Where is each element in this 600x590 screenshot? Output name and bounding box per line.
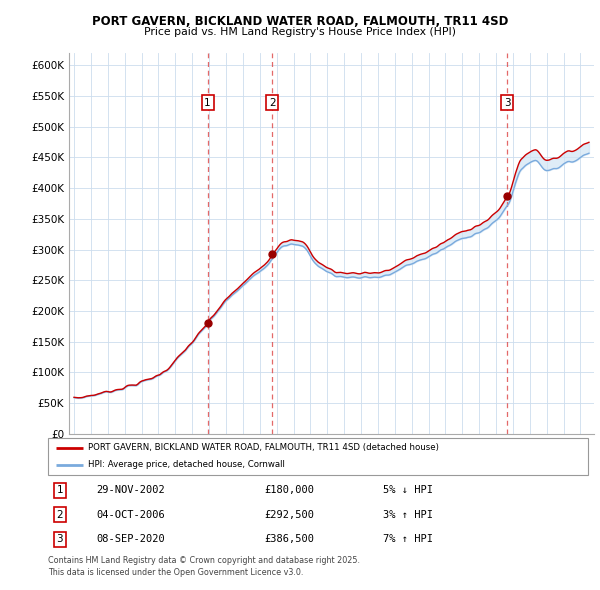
Text: 2: 2: [269, 97, 276, 107]
Text: 1: 1: [204, 97, 211, 107]
Text: £180,000: £180,000: [264, 485, 314, 495]
Text: 2: 2: [56, 510, 63, 520]
Text: 08-SEP-2020: 08-SEP-2020: [97, 535, 166, 545]
Text: 1: 1: [56, 485, 63, 495]
Text: 3: 3: [504, 97, 511, 107]
Text: £292,500: £292,500: [264, 510, 314, 520]
Text: Contains HM Land Registry data © Crown copyright and database right 2025.
This d: Contains HM Land Registry data © Crown c…: [48, 556, 360, 576]
Text: £386,500: £386,500: [264, 535, 314, 545]
Text: 3% ↑ HPI: 3% ↑ HPI: [383, 510, 433, 520]
Text: 04-OCT-2006: 04-OCT-2006: [97, 510, 166, 520]
Text: HPI: Average price, detached house, Cornwall: HPI: Average price, detached house, Corn…: [89, 460, 286, 469]
Text: 29-NOV-2002: 29-NOV-2002: [97, 485, 166, 495]
Text: PORT GAVERN, BICKLAND WATER ROAD, FALMOUTH, TR11 4SD (detached house): PORT GAVERN, BICKLAND WATER ROAD, FALMOU…: [89, 443, 439, 452]
Text: 5% ↓ HPI: 5% ↓ HPI: [383, 485, 433, 495]
Text: Price paid vs. HM Land Registry's House Price Index (HPI): Price paid vs. HM Land Registry's House …: [144, 27, 456, 37]
Text: 3: 3: [56, 535, 63, 545]
Text: 7% ↑ HPI: 7% ↑ HPI: [383, 535, 433, 545]
Text: PORT GAVERN, BICKLAND WATER ROAD, FALMOUTH, TR11 4SD: PORT GAVERN, BICKLAND WATER ROAD, FALMOU…: [92, 15, 508, 28]
